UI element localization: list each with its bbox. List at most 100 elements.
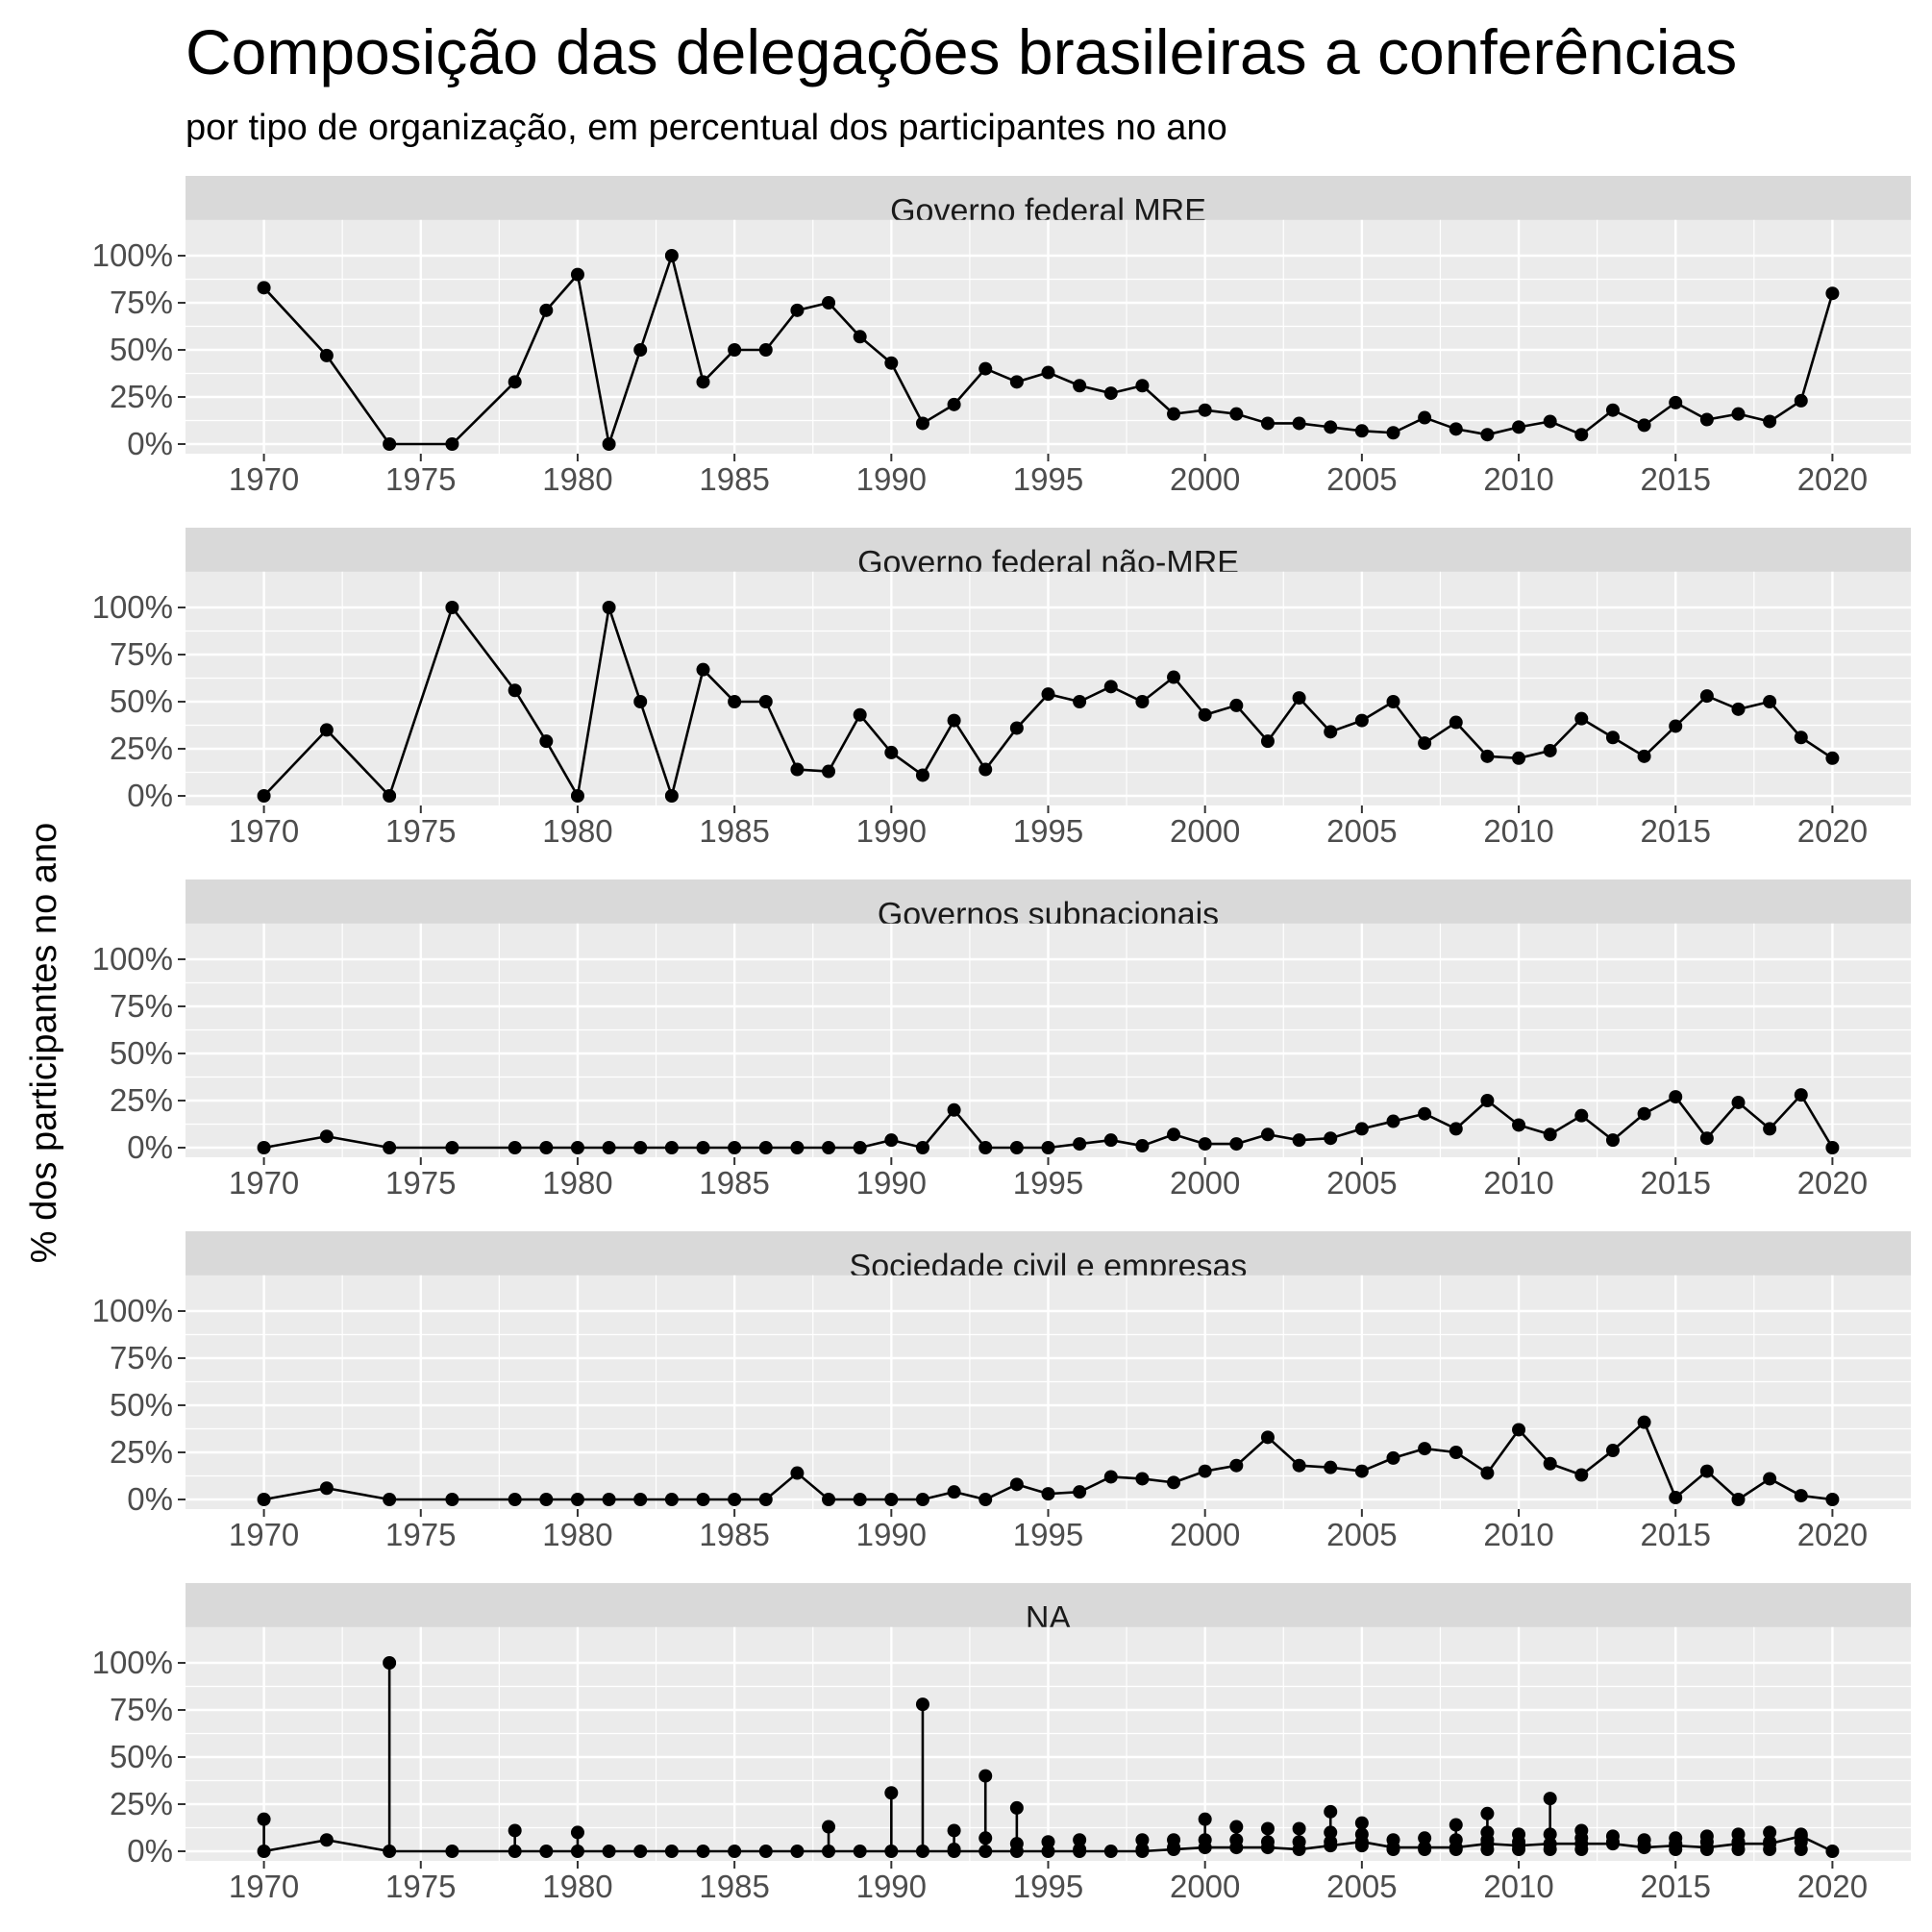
data-point	[915, 1845, 929, 1858]
data-point	[445, 1141, 459, 1154]
data-point	[1167, 1127, 1181, 1142]
data-point	[445, 437, 459, 451]
data-point	[884, 1845, 899, 1858]
data-point	[1512, 1423, 1526, 1437]
data-point	[1198, 1464, 1212, 1478]
data-point	[1324, 1804, 1338, 1819]
data-point	[978, 1831, 993, 1845]
data-point	[1418, 1831, 1432, 1845]
data-point	[1605, 1444, 1620, 1458]
data-point	[853, 1493, 867, 1506]
data-point	[822, 1493, 836, 1506]
data-point	[1699, 1131, 1714, 1146]
data-point	[1073, 1137, 1087, 1152]
data-point	[1292, 1133, 1306, 1148]
data-point	[947, 397, 961, 411]
panel-4: Sociedade civil e empresas0%25%50%75%100…	[92, 1231, 1911, 1552]
x-tick-label: 2010	[1483, 1165, 1553, 1201]
x-tick-label: 1985	[699, 1869, 769, 1904]
x-tick-label: 2005	[1326, 1165, 1397, 1201]
data-point	[539, 734, 554, 749]
data-point	[1480, 1094, 1495, 1107]
data-point	[633, 695, 648, 708]
data-point	[1292, 1458, 1306, 1473]
data-point	[728, 1493, 742, 1506]
x-tick-label: 2015	[1641, 1165, 1711, 1201]
data-point	[1229, 1458, 1244, 1473]
data-point	[1669, 395, 1683, 409]
data-point	[978, 1845, 993, 1858]
data-point	[257, 281, 271, 295]
data-point	[1135, 1833, 1150, 1847]
data-point	[1669, 1491, 1683, 1505]
data-point	[1543, 414, 1557, 429]
data-point	[664, 1493, 679, 1506]
data-point	[1669, 719, 1683, 733]
data-point	[1386, 1450, 1400, 1465]
data-point	[1041, 1141, 1055, 1154]
data-point	[1229, 1820, 1244, 1834]
x-tick-label: 2020	[1797, 1869, 1868, 1904]
data-point	[1135, 695, 1150, 708]
data-point	[1167, 1475, 1181, 1490]
y-tick-label: 50%	[110, 332, 173, 367]
x-tick-label: 1980	[542, 1165, 612, 1201]
data-point	[790, 303, 805, 317]
x-tick-label: 1975	[385, 461, 456, 497]
data-point	[539, 303, 554, 317]
data-point	[1825, 751, 1840, 765]
data-point	[1449, 1446, 1463, 1459]
data-point	[1292, 416, 1306, 431]
data-point	[1103, 1845, 1118, 1858]
data-point	[758, 1493, 773, 1506]
data-point	[319, 1129, 334, 1144]
data-point	[884, 1493, 899, 1506]
y-tick-label: 0%	[127, 1129, 173, 1165]
data-point	[978, 1493, 993, 1506]
data-point	[1605, 403, 1620, 417]
x-tick-label: 1995	[1013, 461, 1083, 497]
data-point	[1354, 424, 1369, 438]
x-tick-label: 2010	[1483, 1869, 1553, 1904]
data-point	[1449, 1841, 1463, 1855]
x-tick-label: 2015	[1641, 1869, 1711, 1904]
data-point	[1324, 420, 1338, 434]
x-tick-label: 1970	[229, 1165, 299, 1201]
data-point	[1574, 1468, 1589, 1482]
data-point	[1637, 1841, 1651, 1855]
data-point	[1260, 416, 1275, 431]
data-point	[915, 416, 929, 431]
data-point	[1167, 670, 1181, 684]
data-point	[728, 1141, 742, 1154]
data-point	[696, 1493, 710, 1506]
data-point	[602, 1493, 616, 1506]
data-point	[539, 1493, 554, 1506]
data-point	[664, 1845, 679, 1858]
x-tick-label: 2010	[1483, 461, 1553, 497]
data-point	[1763, 1472, 1777, 1486]
data-point	[1103, 1470, 1118, 1484]
data-point	[1543, 1827, 1557, 1842]
data-point	[1637, 418, 1651, 433]
data-point	[1041, 687, 1055, 702]
x-tick-label: 2015	[1641, 1517, 1711, 1552]
data-point	[978, 361, 993, 376]
data-point	[1763, 1837, 1777, 1851]
data-point	[508, 375, 522, 389]
data-point	[257, 1845, 271, 1858]
data-point	[1198, 1812, 1212, 1826]
data-point	[696, 375, 710, 389]
data-point	[1135, 1845, 1150, 1858]
data-point	[822, 1820, 836, 1834]
data-point	[1794, 731, 1808, 745]
y-tick-label: 25%	[110, 379, 173, 414]
data-point	[728, 1845, 742, 1858]
data-point	[1041, 1845, 1055, 1858]
data-point	[822, 1845, 836, 1858]
data-point	[1073, 1845, 1087, 1858]
data-point	[383, 1845, 397, 1858]
data-point	[1699, 412, 1714, 427]
data-point	[1009, 1845, 1024, 1858]
data-point	[1543, 1792, 1557, 1806]
data-point	[319, 1833, 334, 1847]
